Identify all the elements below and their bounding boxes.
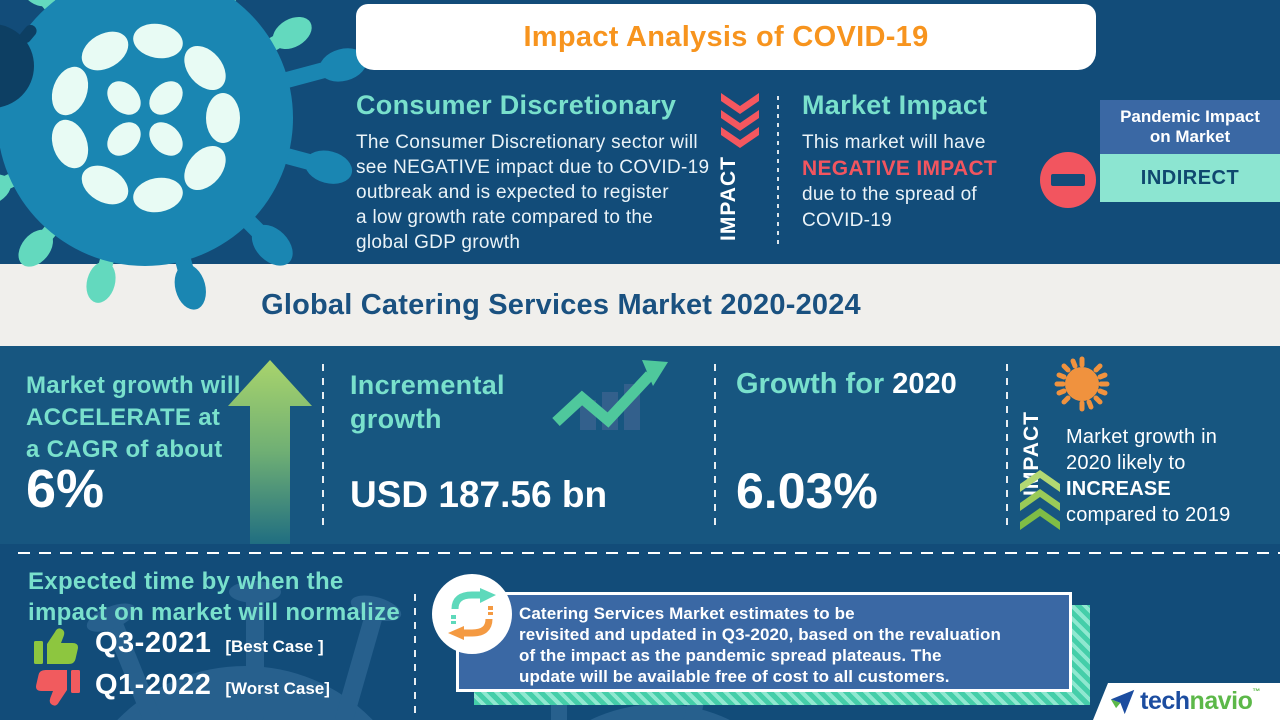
growth-2020-title-white: 2020 [892, 368, 957, 400]
no-entry-icon [1040, 152, 1096, 208]
thumbs-down-icon [36, 670, 80, 706]
best-case-row: Q3-2021 [Best Case ] [95, 627, 324, 660]
cagr-line: Market growth will [26, 372, 241, 399]
technavio-mark-icon [1111, 689, 1135, 714]
bottom-band: Expected time by when the impact on mark… [0, 544, 1280, 720]
incremental-title-line: Incremental [350, 370, 505, 400]
growth-arrow-up-icon [228, 360, 312, 544]
worst-case-row: Q1-2022 [Worst Case] [95, 669, 330, 702]
negative-impact-text: NEGATIVE IMPACT [802, 157, 998, 180]
callout-line: Catering Services Market estimates to be [519, 604, 855, 623]
logo-part-tech: tech [1140, 687, 1190, 715]
logo-part-navio: navio [1189, 687, 1253, 715]
coronavirus-illustration-icon [0, 0, 367, 310]
consumer-body-line: see NEGATIVE impact due to COVID-19 [356, 157, 710, 178]
thumbs-up-icon [34, 628, 78, 664]
pandemic-impact-header-line: on Market [1149, 127, 1231, 146]
horizontal-dashed-divider [18, 552, 1280, 554]
growth-2020-value: 6.03% [736, 463, 878, 519]
worst-case-value: Q1-2022 [95, 669, 212, 701]
no-entry-bar [1051, 174, 1085, 186]
page-title: Global Catering Services Market 2020-202… [261, 289, 861, 321]
technavio-wordmark: technavio™ [1140, 687, 1260, 716]
impact-2020-line: 2020 likely to [1066, 452, 1186, 474]
indirect-badge: INDIRECT [1100, 154, 1280, 202]
top-banner: Impact Analysis of COVID-19 [356, 4, 1096, 70]
market-impact-title: Market Impact [802, 90, 988, 120]
callout-box: Catering Services Market estimates to be… [456, 592, 1072, 692]
stat-band: Market growth will ACCELERATE at a CAGR … [0, 346, 1280, 544]
impact-2020-text: Market growth in 2020 likely to INCREASE… [1066, 424, 1230, 528]
consumer-title: Consumer Discretionary [356, 90, 677, 120]
consumer-body-line: outbreak and is expected to register [356, 182, 669, 203]
pandemic-impact-header-line: Pandemic Impact [1120, 107, 1260, 126]
impact-2020-line: Market growth in [1066, 426, 1218, 448]
vertical-dashed-divider [414, 594, 416, 720]
cagr-column: Market growth will ACCELERATE at a CAGR … [26, 370, 241, 466]
incremental-growth-column: Incremental growth [350, 368, 505, 436]
impact-2020-line: compared to 2019 [1066, 504, 1231, 526]
vertical-dashed-divider [1006, 364, 1008, 532]
normalize-heading: Expected time by when the impact on mark… [28, 566, 400, 628]
trend-up-chart-icon [552, 360, 668, 430]
consumer-body-line: a low growth rate compared to the [356, 207, 654, 228]
callout-line: revisited and updated in Q3-2020, based … [519, 625, 1001, 644]
market-title-band [0, 264, 1280, 346]
refresh-badge [432, 574, 512, 654]
refresh-arrows-icon [448, 588, 496, 640]
pandemic-impact-header: Pandemic Impact on Market [1100, 100, 1280, 154]
incremental-title-line: growth [350, 404, 442, 434]
callout-line: of the impact as the pandemic spread pla… [519, 646, 942, 665]
worst-case-label: [Worst Case] [225, 679, 330, 698]
consumer-body-line: The Consumer Discretionary sector will [356, 132, 698, 153]
impact-vertical-label: IMPACT [717, 156, 740, 242]
cagr-line: ACCELERATE at [26, 404, 221, 431]
technavio-logo: technavio™ [1093, 683, 1280, 720]
consumer-body-line: global GDP growth [356, 232, 521, 253]
chevron-down-triple-icon [721, 93, 759, 148]
normalize-heading-line: impact on market will normalize [28, 599, 401, 626]
market-impact-line: due to the spread of [802, 184, 978, 205]
pandemic-impact-box: Pandemic Impact on Market INDIRECT [1100, 100, 1280, 202]
market-impact-line: This market will have [802, 132, 986, 153]
banner-title: Impact Analysis of COVID-19 [523, 21, 929, 53]
cagr-line: a CAGR of about [26, 436, 223, 463]
growth-2020-title-teal: Growth for [736, 368, 893, 400]
vertical-dashed-divider [714, 364, 716, 532]
growth-2020-title: Growth for 2020 [736, 368, 957, 401]
virus-orange-icon [1054, 356, 1110, 412]
consumer-discretionary-section: Consumer Discretionary The Consumer Disc… [356, 90, 726, 255]
best-case-label: [Best Case ] [225, 637, 324, 656]
vertical-dashed-divider [322, 364, 324, 532]
normalize-heading-line: Expected time by when the [28, 568, 344, 595]
callout-line: update will be available free of cost to… [519, 667, 950, 686]
chevron-up-triple-icon [1020, 470, 1060, 530]
cagr-value: 6% [26, 459, 105, 519]
best-case-value: Q3-2021 [95, 627, 212, 659]
market-impact-line: COVID-19 [802, 210, 893, 231]
market-impact-section: Market Impact This market will have NEGA… [802, 90, 1052, 234]
logo-trademark: ™ [1252, 687, 1260, 696]
vertical-dotted-divider [777, 96, 779, 244]
impact-2020-increase-line: INCREASE [1066, 478, 1171, 500]
incremental-value: USD 187.56 bn [350, 474, 608, 515]
